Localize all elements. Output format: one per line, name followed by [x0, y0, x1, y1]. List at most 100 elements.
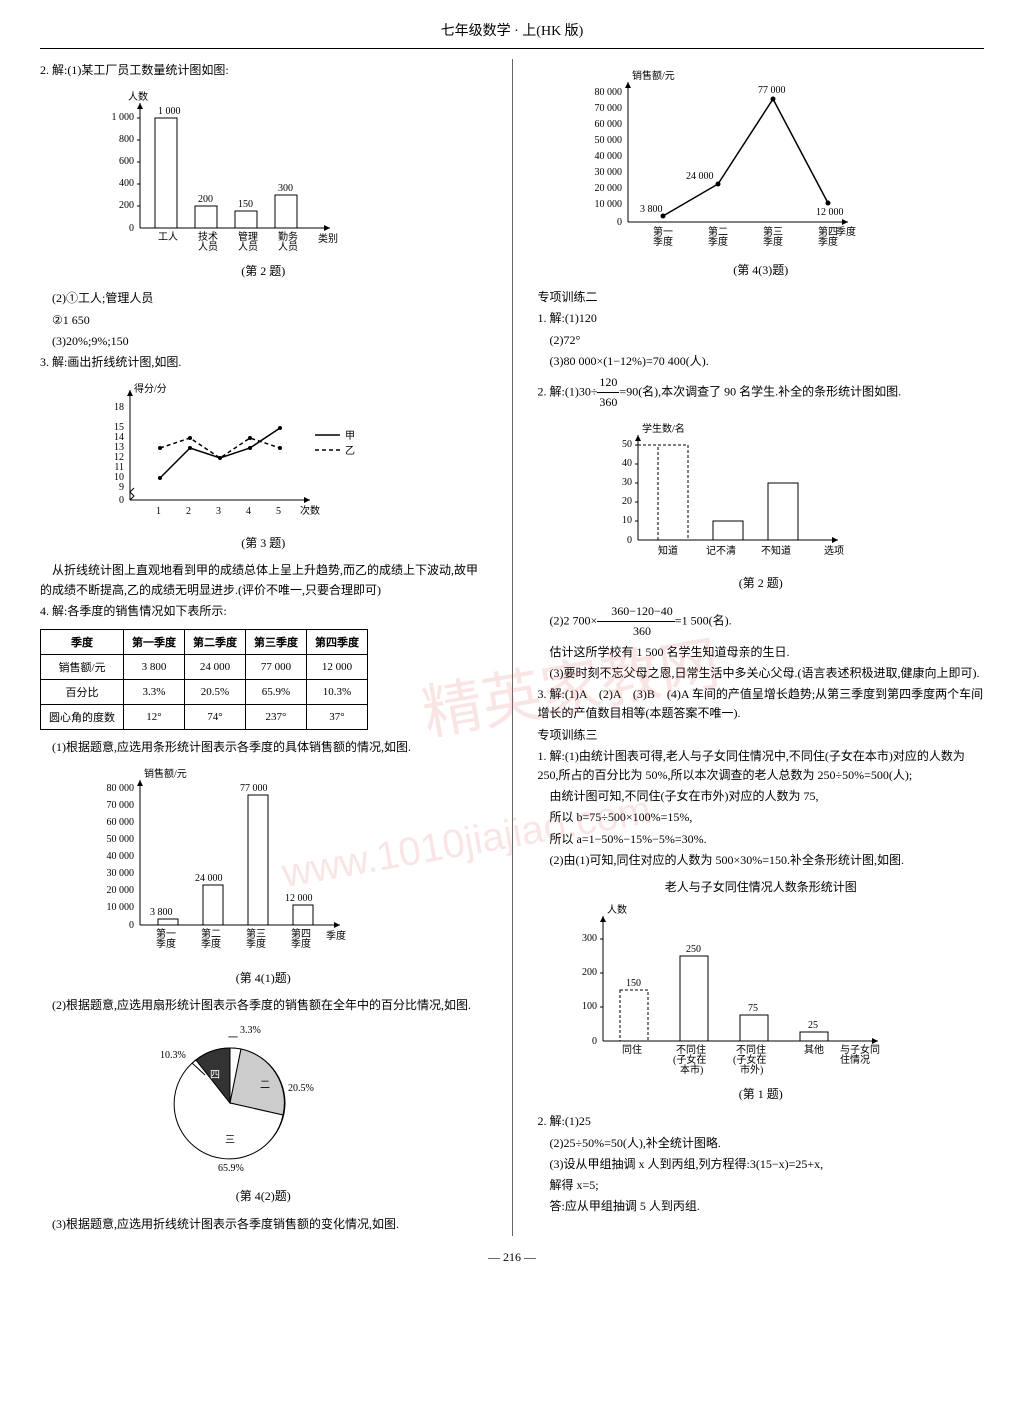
svg-text:不知道: 不知道 — [761, 544, 791, 557]
chart-q3: 得分/分次数 0 9 10 11 12 13 14 15 18 12345 甲 … — [40, 380, 487, 553]
svg-text:得分/分: 得分/分 — [134, 383, 167, 395]
svg-text:200: 200 — [198, 194, 213, 205]
svg-text:人员: 人员 — [198, 241, 218, 253]
q2-b: ②1 650 — [40, 311, 487, 330]
sec2-3: 3. 解:(1)A (2)A (3)B (4)A 车间的产值呈增长趋势;从第三季… — [538, 685, 985, 723]
chart4-2-caption: (第 4(2)题) — [40, 1187, 487, 1206]
table-q4: 季度第一季度第二季度第三季度第四季度 销售额/元3 80024 00077 00… — [40, 629, 368, 730]
svg-text:40 000: 40 000 — [107, 851, 135, 862]
svg-text:记不清: 记不清 — [706, 544, 736, 557]
svg-text:0: 0 — [129, 223, 134, 234]
sec2-2a: 2. 解:(1)30÷120360=90(名),本次调查了 90 名学生.补全的… — [538, 373, 985, 412]
sec2-1a: 1. 解:(1)120 — [538, 309, 985, 328]
svg-text:40 000: 40 000 — [594, 151, 622, 162]
chart-s3-title: 老人与子女同住情况人数条形统计图 — [538, 878, 985, 897]
svg-text:二: 二 — [260, 1080, 270, 1091]
svg-text:销售额/元: 销售额/元 — [144, 767, 187, 780]
svg-text:30 000: 30 000 — [107, 868, 135, 879]
svg-text:一: 一 — [228, 1033, 238, 1044]
chart-q2: 人数 类别 0 200 400 600 800 1 000 1 000 200 … — [40, 88, 487, 281]
svg-text:季度: 季度 — [201, 937, 221, 950]
q2-c: (3)20%;9%;150 — [40, 332, 487, 351]
svg-text:250: 250 — [686, 944, 701, 955]
svg-text:13: 13 — [114, 442, 124, 453]
sec3-1c: 所以 b=75÷500×100%=15%, — [538, 808, 985, 827]
svg-text:30 000: 30 000 — [594, 167, 622, 178]
chart-s3-caption: (第 1 题) — [538, 1085, 985, 1104]
svg-text:9: 9 — [119, 482, 124, 493]
svg-text:季度: 季度 — [836, 225, 856, 238]
svg-text:季度: 季度 — [708, 235, 728, 248]
sec3-2d: 解得 x=5; — [538, 1176, 985, 1195]
svg-text:人数: 人数 — [607, 903, 627, 916]
svg-text:12 000: 12 000 — [285, 893, 313, 904]
svg-text:2: 2 — [186, 506, 191, 517]
svg-text:1: 1 — [156, 506, 161, 517]
chart-s2: 学生数/名选项 0 10 20 30 40 50 知道记不清不知道 (第 2 题… — [538, 420, 985, 593]
svg-text:5: 5 — [276, 506, 281, 517]
svg-text:20: 20 — [622, 496, 632, 507]
q4-1-text: (1)根据题意,应选用条形统计图表示各季度的具体销售额的情况,如图. — [40, 738, 487, 757]
svg-text:12 000: 12 000 — [816, 207, 844, 218]
svg-text:季度: 季度 — [653, 235, 673, 248]
sec2-1c: (3)80 000×(1−12%)=70 400(人). — [538, 352, 985, 371]
svg-text:3 800: 3 800 — [150, 907, 173, 918]
sec3-1b: 由统计图可知,不同住(子女在市外)对应的人数为 75, — [538, 787, 985, 806]
sec3-2c: (3)设从甲组抽调 x 人到丙组,列方程得:3(15−x)=25+x, — [538, 1155, 985, 1174]
svg-text:20 000: 20 000 — [107, 885, 135, 896]
chart4-3-caption: (第 4(3)题) — [538, 261, 985, 280]
svg-text:80 000: 80 000 — [594, 87, 622, 98]
svg-text:工人: 工人 — [158, 231, 178, 243]
svg-text:1 000: 1 000 — [158, 106, 181, 117]
svg-text:季度: 季度 — [246, 937, 266, 950]
svg-text:3 800: 3 800 — [640, 204, 663, 215]
svg-text:季度: 季度 — [763, 235, 783, 248]
svg-text:11: 11 — [114, 462, 124, 473]
sec3-2a: 2. 解:(1)25 — [538, 1112, 985, 1131]
svg-text:知道: 知道 — [658, 544, 678, 557]
sec3-1a: 1. 解:(1)由统计图表可得,老人与子女同住情况中,不同住(子女在本市)对应的… — [538, 747, 985, 785]
svg-text:次数: 次数 — [300, 504, 320, 517]
svg-text:15: 15 — [114, 422, 124, 433]
chart-s3: 老人与子女同住情况人数条形统计图 人数 0 100 200 300 150 25… — [538, 878, 985, 1104]
sec3-2b: (2)25÷50%=50(人),补全统计图略. — [538, 1134, 985, 1153]
svg-text:季度: 季度 — [156, 937, 176, 950]
svg-text:24 000: 24 000 — [686, 171, 714, 182]
sec2-2b: (2)2 700×360−120−40360=1 500(名). — [538, 602, 985, 641]
svg-text:同住: 同住 — [622, 1043, 642, 1056]
chart-q4-1: 销售额/元季度 0 10 000 20 000 30 000 40 000 50… — [40, 765, 487, 988]
svg-text:10.3%: 10.3% — [160, 1050, 186, 1061]
right-column: 销售额/元季度 0 10 000 20 000 30 000 40 000 50… — [538, 59, 985, 1236]
sec2-2b-text: 估计这所学校有 1 500 名学生知道母亲的生日. — [538, 643, 985, 662]
chart-q4-3: 销售额/元季度 0 10 000 20 000 30 000 40 000 50… — [538, 67, 985, 280]
page-number: — 216 — — [40, 1248, 984, 1267]
svg-text:人数: 人数 — [128, 90, 148, 103]
svg-text:10: 10 — [622, 515, 632, 526]
svg-text:人员: 人员 — [278, 241, 298, 253]
svg-text:65.9%: 65.9% — [218, 1163, 244, 1174]
svg-text:200: 200 — [582, 967, 597, 978]
svg-text:类别: 类别 — [318, 232, 338, 245]
sec2-title: 专项训练二 — [538, 288, 985, 307]
chart4-1-caption: (第 4(1)题) — [40, 969, 487, 988]
sec2-2c: (3)要时刻不忘父母之恩,日常生活中多关心父母.(语言表述积极进取,健康向上即可… — [538, 664, 985, 683]
q3-intro: 3. 解:画出折线统计图,如图. — [40, 353, 487, 372]
svg-text:40: 40 — [622, 458, 632, 469]
svg-text:77 000: 77 000 — [240, 783, 268, 794]
q2-intro: 2. 解:(1)某工厂员工数量统计图如图: — [40, 61, 487, 80]
svg-text:4: 4 — [246, 506, 251, 517]
q4-3-text: (3)根据题意,应选用折线统计图表示各季度销售额的变化情况,如图. — [40, 1215, 487, 1234]
sec3-1e: (2)由(1)可知,同住对应的人数为 500×30%=150.补全条形统计图,如… — [538, 851, 985, 870]
svg-text:季度: 季度 — [326, 929, 346, 942]
svg-text:住情况: 住情况 — [840, 1053, 870, 1066]
q4-intro: 4. 解:各季度的销售情况如下表所示: — [40, 602, 487, 621]
chart-q4-2: 一3.3% 二20.5% 三65.9% 四10.3% (第 4(2)题) — [40, 1023, 487, 1206]
q2-a: (2)①工人;管理人员 — [40, 289, 487, 308]
svg-text:本市): 本市) — [680, 1063, 703, 1076]
svg-text:60 000: 60 000 — [107, 817, 135, 828]
svg-text:70 000: 70 000 — [107, 800, 135, 811]
svg-text:30: 30 — [622, 477, 632, 488]
svg-text:600: 600 — [119, 156, 134, 167]
svg-text:0: 0 — [617, 217, 622, 228]
svg-text:1 000: 1 000 — [112, 112, 135, 123]
